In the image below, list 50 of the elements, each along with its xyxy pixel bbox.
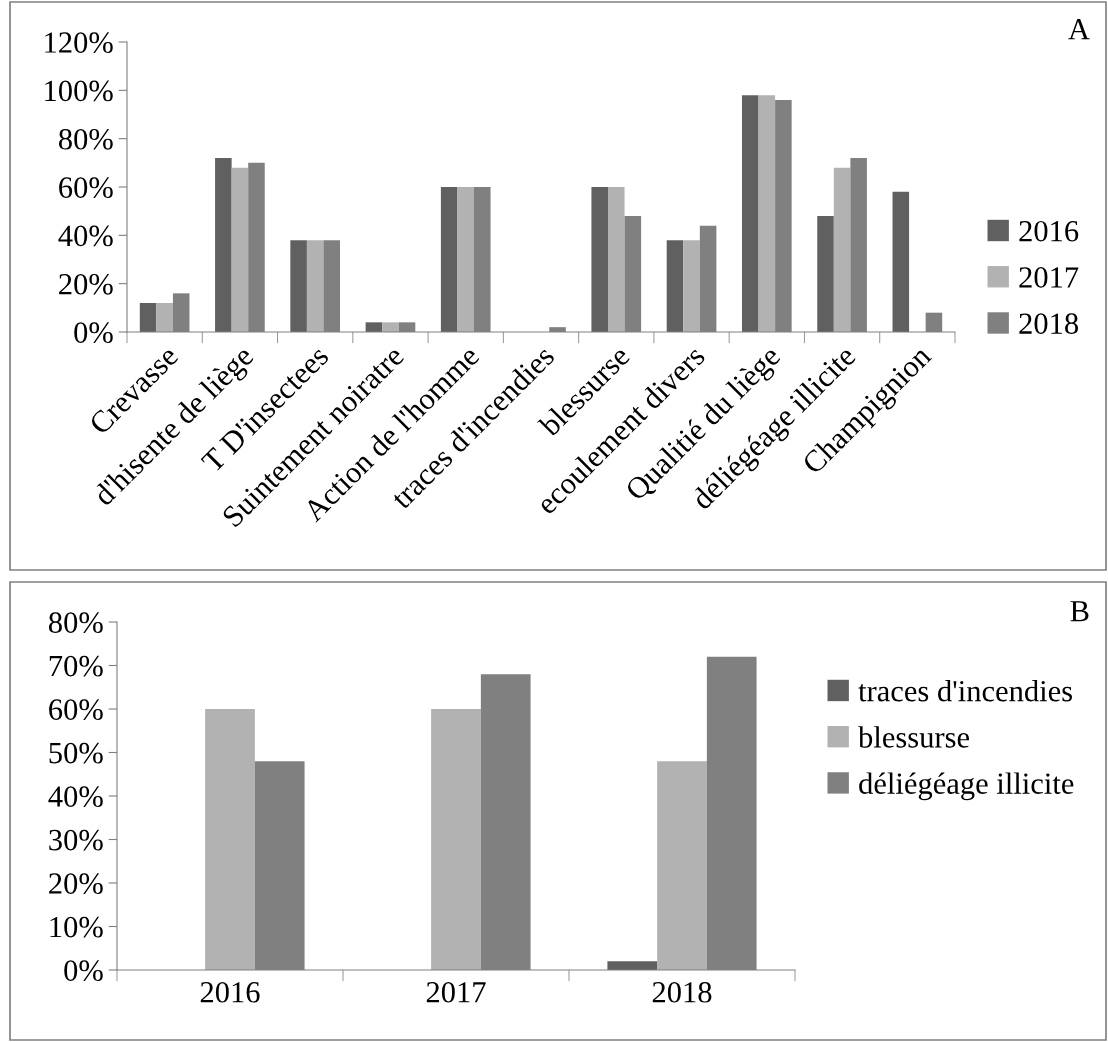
y-tick-label: 100%: [45, 80, 113, 102]
bar: [607, 187, 625, 332]
x-tick-label: 2016: [200, 981, 260, 1003]
text: A: [1068, 19, 1090, 40]
y-tick-label: 30%: [49, 829, 103, 851]
y-tick-label: 40%: [58, 225, 113, 247]
y-tick-label: 80%: [48, 612, 103, 633]
bar: [231, 167, 249, 332]
bar: [817, 216, 834, 332]
y-tick-label: 40%: [48, 786, 103, 807]
y-tick-label: 50%: [49, 742, 103, 764]
bar: [290, 240, 307, 332]
legend-label: blessurse: [858, 726, 970, 748]
x-tick-label: 2018: [652, 981, 712, 1003]
y-tick-label: 0%: [64, 960, 103, 981]
bar: [758, 95, 776, 332]
y-tick-label: 120%: [45, 32, 113, 53]
bar: [591, 187, 608, 332]
bar: [607, 961, 658, 970]
y-tick-label: 80%: [58, 128, 113, 150]
legend-label: 2017: [1019, 267, 1079, 288]
bar: [365, 322, 383, 332]
bar: [657, 761, 707, 970]
legend-label: déliégéage illicite: [859, 772, 1074, 801]
y-tick-label: 60%: [49, 699, 103, 720]
bar: [440, 187, 458, 332]
legend-label: traces d'incendies: [858, 679, 1072, 702]
bar: [306, 240, 324, 332]
y-tick-label: 20%: [59, 273, 113, 295]
legend-label: 2018: [1019, 313, 1078, 334]
bar: [215, 158, 232, 332]
y-tick-label: 0%: [74, 322, 113, 343]
y-tick-label: 60%: [59, 177, 113, 198]
bar: [833, 167, 851, 332]
bar: [666, 240, 684, 332]
bar: [382, 322, 399, 332]
bar: [457, 187, 475, 332]
y-tick-label: 20%: [49, 873, 103, 894]
bar: [741, 95, 759, 332]
text: B: [1070, 601, 1089, 622]
bar: [683, 240, 700, 332]
bar: [205, 709, 255, 970]
y-tick-label: 10%: [50, 916, 103, 938]
bar: [892, 191, 910, 332]
y-tick-label: 70%: [49, 655, 103, 677]
bar: [431, 709, 481, 970]
bar: [139, 303, 157, 332]
legend-label: 2016: [1019, 220, 1079, 242]
bar: [156, 303, 173, 332]
x-tick-label: 2017: [426, 981, 486, 1003]
